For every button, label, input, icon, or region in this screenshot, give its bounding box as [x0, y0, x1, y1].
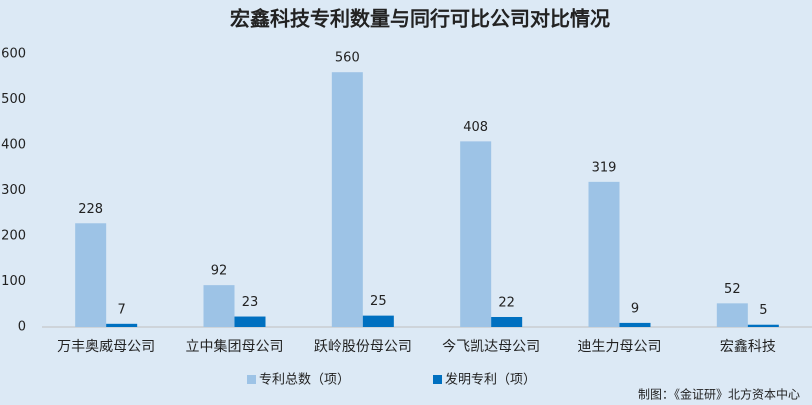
data-label: 9: [631, 301, 639, 316]
bar: [331, 72, 363, 327]
legend-swatch: [247, 375, 256, 384]
chart-title: 宏鑫科技专利数量与同行可比公司对比情况: [230, 7, 610, 31]
y-tick-label: 300: [1, 183, 26, 198]
data-label: 22: [498, 295, 515, 310]
bar: [716, 303, 748, 327]
data-label: 560: [335, 51, 360, 66]
bar: [106, 323, 138, 327]
x-tick-label: 万丰奥威母公司: [57, 338, 155, 355]
x-tick-label: 今飞凯达母公司: [442, 339, 540, 355]
x-tick-label: 迪生力母公司: [578, 339, 662, 355]
bar: [747, 324, 779, 327]
bar: [203, 285, 235, 327]
data-label: 92: [211, 264, 228, 279]
y-tick-label: 0: [18, 320, 26, 335]
data-label: 52: [724, 282, 741, 297]
data-label: 319: [592, 160, 617, 175]
bar: [619, 322, 651, 327]
y-tick-label: 400: [1, 138, 26, 153]
bar: [234, 316, 266, 327]
y-tick-label: 200: [1, 229, 26, 244]
source-note: 制图：《金证研》北方资本中心: [638, 387, 800, 402]
bar: [362, 315, 394, 327]
legend-label: 专利总数（项）: [259, 373, 350, 388]
y-tick-label: 600: [1, 47, 26, 62]
x-tick-label: 跃岭股份母公司: [314, 339, 412, 355]
bar: [460, 141, 492, 327]
data-label: 228: [78, 202, 103, 217]
x-tick-label: 立中集团母公司: [186, 338, 284, 355]
bar: [588, 181, 620, 327]
data-label: 408: [463, 120, 488, 135]
x-tick-label: 宏鑫科技: [720, 338, 776, 355]
bar: [491, 316, 523, 327]
y-tick-label: 100: [1, 274, 26, 289]
y-tick-label: 500: [1, 92, 26, 107]
bar: [75, 223, 107, 327]
data-label: 23: [242, 295, 259, 310]
data-label: 7: [118, 302, 126, 317]
legend-swatch: [433, 375, 442, 384]
data-label: 5: [759, 303, 767, 318]
data-label: 25: [370, 294, 387, 309]
legend-label: 发明专利（项）: [445, 372, 536, 388]
